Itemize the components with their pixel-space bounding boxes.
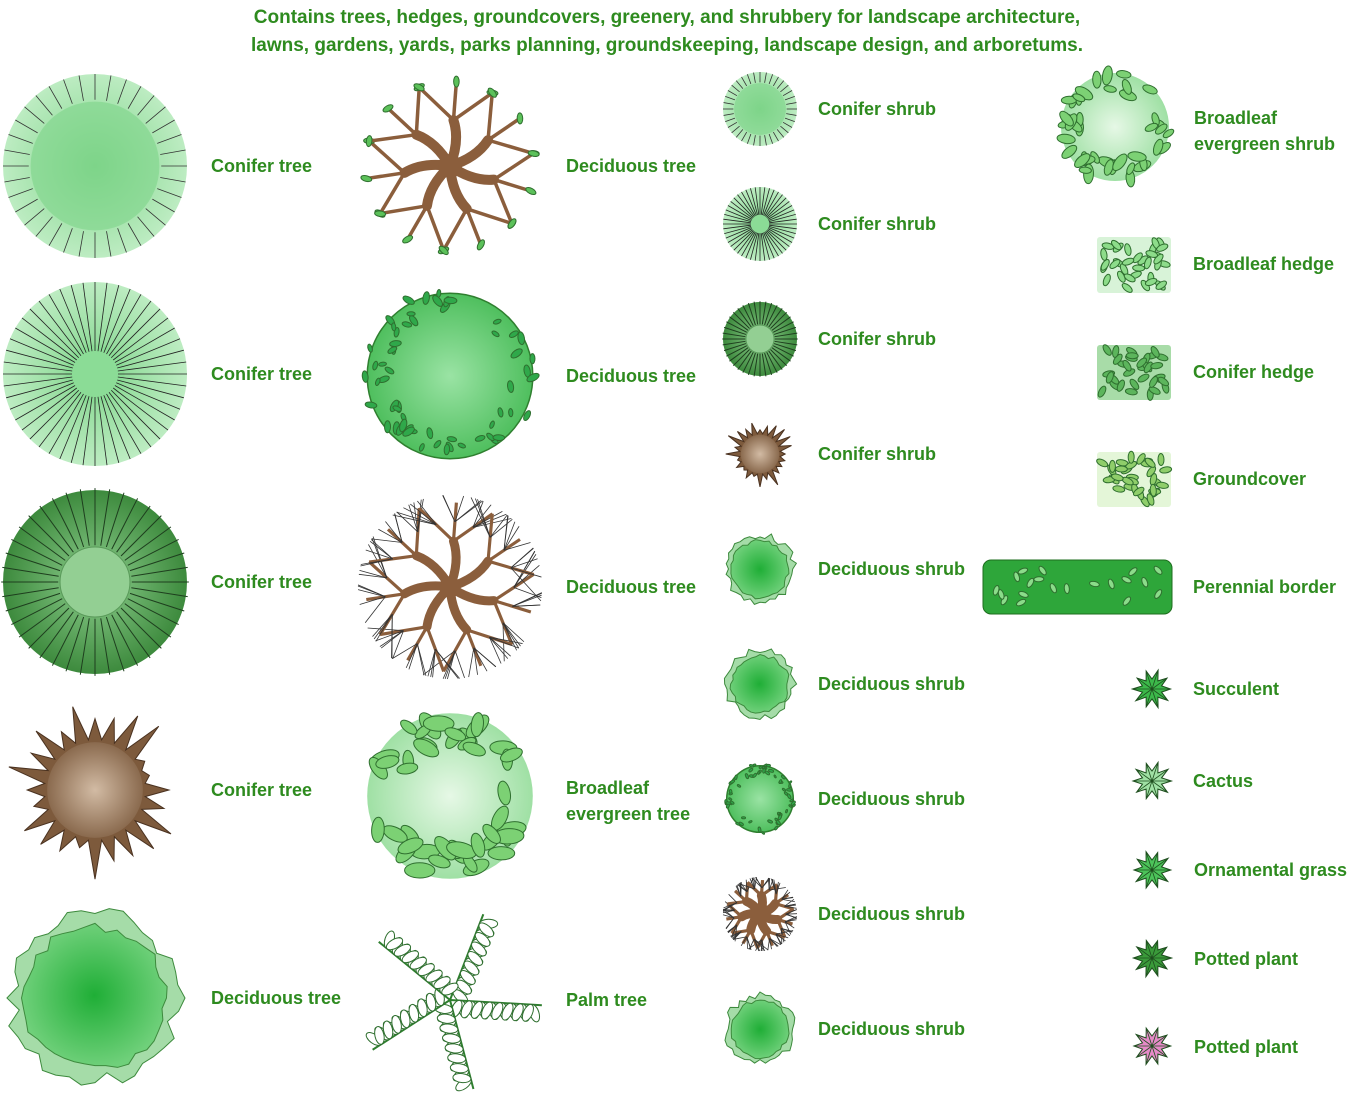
plant-icon xyxy=(361,289,540,460)
item-label: Deciduous tree xyxy=(566,156,697,176)
item-label: Succulent xyxy=(1193,679,1280,699)
item-label: Conifer shrub xyxy=(818,329,937,349)
item-label: Conifer tree xyxy=(211,156,313,176)
plant-icon xyxy=(3,282,187,466)
plant-icon xyxy=(8,706,172,880)
plant-icon xyxy=(1131,939,1174,979)
plant-icon xyxy=(6,908,186,1086)
item-label: Perennial border xyxy=(1193,577,1337,597)
plant-icon xyxy=(722,301,798,377)
plant-icon xyxy=(1132,1026,1173,1066)
item-label: Deciduous shrub xyxy=(818,674,966,694)
plant-icon xyxy=(1096,450,1173,508)
plant-icon xyxy=(1131,760,1174,801)
plant-icon xyxy=(3,74,187,258)
plant-icon xyxy=(723,187,797,261)
item-label: Conifer tree xyxy=(211,572,313,592)
plant-icon xyxy=(723,72,797,146)
item-label: Conifer hedge xyxy=(1193,362,1315,382)
plant-icon xyxy=(724,991,796,1064)
plant-icon xyxy=(360,75,540,256)
item-label: Broadleaf hedge xyxy=(1193,254,1335,274)
item-label: Conifer shrub xyxy=(818,99,937,119)
plant-icon xyxy=(367,712,533,879)
plant-icon xyxy=(357,495,542,680)
plant-icon xyxy=(723,648,798,721)
plant-icon xyxy=(1097,344,1171,401)
plant-icon xyxy=(724,763,796,835)
plant-icon xyxy=(982,559,1173,615)
item-label: Ornamental grass xyxy=(1194,860,1348,880)
item-label: Deciduous shrub xyxy=(818,789,966,809)
item-label: Conifer tree xyxy=(211,364,313,384)
plant-icon xyxy=(1097,237,1171,293)
item-label: Conifer shrub xyxy=(818,214,937,234)
plant-icon xyxy=(365,913,542,1092)
item-label: Cactus xyxy=(1193,771,1254,791)
item-label: Deciduous tree xyxy=(566,577,697,597)
item-label: Deciduous shrub xyxy=(818,559,966,579)
header-line: Contains trees, hedges, groundcovers, gr… xyxy=(253,7,1081,28)
plant-icon xyxy=(1056,65,1175,188)
item-label: Deciduous tree xyxy=(566,366,697,386)
item-label: Deciduous shrub xyxy=(818,904,966,924)
item-label: Deciduous tree xyxy=(211,988,342,1008)
item-label: Deciduous shrub xyxy=(818,1019,966,1039)
item-label: Potted plant xyxy=(1194,949,1298,969)
header-line: lawns, gardens, yards, parks planning, g… xyxy=(251,35,1083,56)
plant-icon xyxy=(725,422,792,488)
plant-icon xyxy=(1132,850,1173,890)
item-label: Broadleaf evergreen shrub xyxy=(1194,108,1336,154)
item-label: Potted plant xyxy=(1194,1037,1298,1057)
plant-icon xyxy=(722,877,798,952)
plant-icon xyxy=(1130,668,1173,710)
item-label: Palm tree xyxy=(566,990,648,1010)
item-label: Broadleaf evergreen tree xyxy=(566,778,691,824)
plant-icon xyxy=(1,488,189,676)
plant-icon xyxy=(725,533,798,605)
item-label: Groundcover xyxy=(1193,469,1307,489)
item-label: Conifer shrub xyxy=(818,444,937,464)
item-label: Conifer tree xyxy=(211,780,313,800)
